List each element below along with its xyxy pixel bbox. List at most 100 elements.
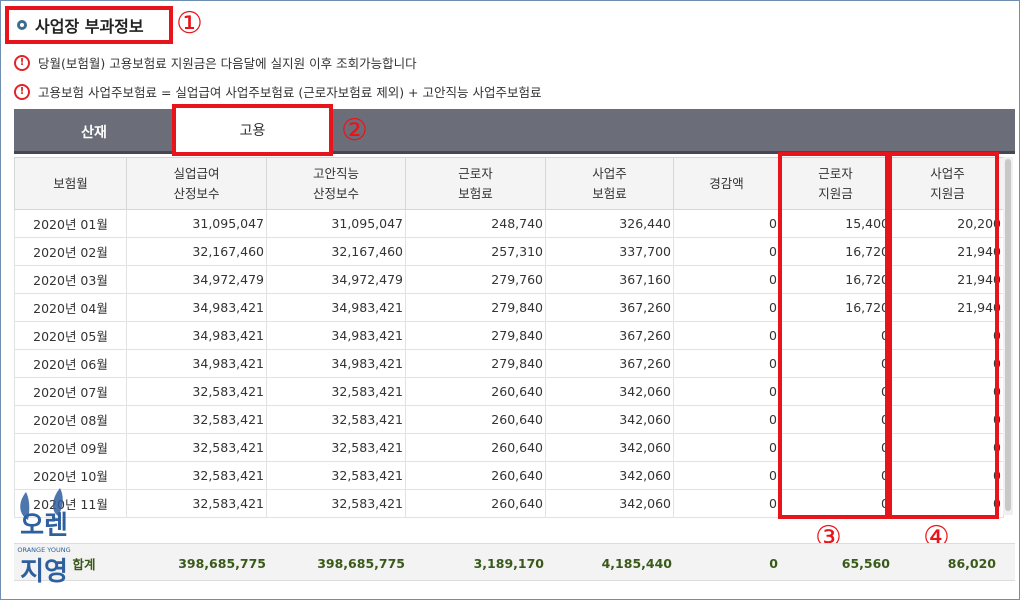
value-cell: 0 bbox=[891, 321, 1004, 350]
month-cell: 2020년 06월 bbox=[14, 349, 127, 378]
table-scrollbar[interactable] bbox=[1003, 157, 1013, 515]
value-cell: 32,167,460 bbox=[126, 237, 267, 266]
notice-2: ! 고용보험 사업주보험료 = 실업급여 사업주보험료 (근로자보험료 제외) … bbox=[14, 82, 541, 101]
month-cell: 2020년 03월 bbox=[14, 265, 127, 294]
value-cell: 32,167,460 bbox=[266, 237, 406, 266]
value-cell: 260,640 bbox=[405, 377, 546, 406]
month-cell: 2020년 11월 bbox=[14, 489, 127, 518]
scrollbar-thumb[interactable] bbox=[1005, 159, 1011, 511]
column-header: 사업주 지원금 bbox=[891, 157, 1004, 210]
value-cell: 32,583,421 bbox=[126, 377, 267, 406]
value-cell: 32,583,421 bbox=[126, 405, 267, 434]
value-cell: 21,940 bbox=[891, 293, 1004, 322]
table-row[interactable]: 2020년 04월 34,983,421 34,983,421 279,840 367,… bbox=[14, 293, 1004, 322]
value-cell: 34,983,421 bbox=[266, 293, 406, 322]
month-cell: 2020년 01월 bbox=[14, 209, 127, 238]
value-cell: 34,983,421 bbox=[266, 349, 406, 378]
value-cell: 342,060 bbox=[545, 433, 674, 462]
value-cell: 32,583,421 bbox=[266, 489, 406, 518]
value-cell: 32,583,421 bbox=[126, 461, 267, 490]
value-cell: 32,583,421 bbox=[266, 377, 406, 406]
month-cell: 2020년 10월 bbox=[14, 461, 127, 490]
table-row[interactable]: 2020년 10월 32,583,421 32,583,421 260,640 342,… bbox=[14, 461, 1004, 490]
value-cell: 0 bbox=[673, 405, 780, 434]
value-cell: 260,640 bbox=[405, 433, 546, 462]
bullet-icon bbox=[17, 20, 27, 30]
column-header: 근로자 보험료 bbox=[405, 157, 546, 210]
value-cell: 32,583,421 bbox=[126, 433, 267, 462]
value-cell: 16,720 bbox=[779, 293, 892, 322]
total-employee-subsidy: 65,560 bbox=[841, 555, 890, 571]
value-cell: 248,740 bbox=[405, 209, 546, 238]
value-cell: 367,160 bbox=[545, 265, 674, 294]
value-cell: 0 bbox=[673, 349, 780, 378]
highlight-employer-subsidy bbox=[888, 152, 999, 519]
column-header: 보험월 bbox=[14, 157, 127, 210]
value-cell: 0 bbox=[673, 433, 780, 462]
value-cell: 0 bbox=[891, 377, 1004, 406]
column-header: 경감액 bbox=[673, 157, 780, 210]
value-cell: 337,700 bbox=[545, 237, 674, 266]
total-unemployment-wage: 398,685,775 bbox=[178, 555, 266, 571]
value-cell: 0 bbox=[673, 237, 780, 266]
value-cell: 260,640 bbox=[405, 489, 546, 518]
value-cell: 20,200 bbox=[891, 209, 1004, 238]
month-cell: 2020년 09월 bbox=[14, 433, 127, 462]
notice-text: 고용보험 사업주보험료 = 실업급여 사업주보험료 (근로자보험료 제외) + … bbox=[38, 85, 542, 100]
table-row[interactable]: 2020년 11월 32,583,421 32,583,421 260,640 342,… bbox=[14, 489, 1004, 518]
value-cell: 367,260 bbox=[545, 349, 674, 378]
value-cell: 367,260 bbox=[545, 293, 674, 322]
notice-text: 당월(보험월) 고용보험료 지원금은 다음달에 실지원 이후 조회가능합니다 bbox=[38, 56, 417, 71]
value-cell: 367,260 bbox=[545, 321, 674, 350]
tab-employment[interactable]: 고용 bbox=[172, 104, 333, 156]
table-row[interactable]: 2020년 07월 32,583,421 32,583,421 260,640 342,… bbox=[14, 377, 1004, 406]
total-job-stability-wage: 398,685,775 bbox=[317, 555, 405, 571]
table-row[interactable]: 2020년 09월 32,583,421 32,583,421 260,640 342,… bbox=[14, 433, 1004, 462]
value-cell: 0 bbox=[673, 377, 780, 406]
value-cell: 34,972,479 bbox=[266, 265, 406, 294]
table-row[interactable]: 2020년 02월 32,167,460 32,167,460 257,310 337,… bbox=[14, 237, 1004, 266]
section-title-box: 사업장 부과정보 bbox=[5, 6, 173, 44]
value-cell: 0 bbox=[673, 209, 780, 238]
logo-text-middle: ORANGE YOUNG bbox=[17, 546, 70, 554]
warning-icon: ! bbox=[14, 54, 30, 71]
value-cell: 326,440 bbox=[545, 209, 674, 238]
value-cell: 34,983,421 bbox=[126, 321, 267, 350]
month-cell: 2020년 08월 bbox=[14, 405, 127, 434]
total-reduction: 0 bbox=[769, 555, 778, 571]
value-cell: 31,095,047 bbox=[266, 209, 406, 238]
table-row[interactable]: 2020년 06월 34,983,421 34,983,421 279,840 367,… bbox=[14, 349, 1004, 378]
value-cell: 257,310 bbox=[405, 237, 546, 266]
value-cell: 0 bbox=[673, 461, 780, 490]
month-cell: 2020년 02월 bbox=[14, 237, 127, 266]
table-row[interactable]: 2020년 05월 34,983,421 34,983,421 279,840 367,… bbox=[14, 321, 1004, 350]
tab-industrial-accident[interactable]: 산재 bbox=[81, 124, 107, 141]
value-cell: 0 bbox=[673, 489, 780, 518]
value-cell: 32,583,421 bbox=[266, 433, 406, 462]
value-cell: 34,983,421 bbox=[126, 349, 267, 378]
value-cell: 16,720 bbox=[779, 265, 892, 294]
month-cell: 2020년 04월 bbox=[14, 293, 127, 322]
value-cell: 279,840 bbox=[405, 349, 546, 378]
value-cell: 34,983,421 bbox=[266, 321, 406, 350]
value-cell: 342,060 bbox=[545, 489, 674, 518]
value-cell: 31,095,047 bbox=[126, 209, 267, 238]
total-employer-premium: 4,185,440 bbox=[601, 555, 672, 571]
value-cell: 34,983,421 bbox=[126, 293, 267, 322]
value-cell: 342,060 bbox=[545, 405, 674, 434]
tab-bar: 산재 고용 bbox=[14, 104, 1015, 156]
value-cell: 342,060 bbox=[545, 377, 674, 406]
month-cell: 2020년 05월 bbox=[14, 321, 127, 350]
value-cell: 260,640 bbox=[405, 405, 546, 434]
month-cell: 2020년 07월 bbox=[14, 377, 127, 406]
highlight-employee-subsidy bbox=[778, 152, 889, 519]
value-cell: 32,583,421 bbox=[266, 405, 406, 434]
value-cell: 0 bbox=[779, 377, 892, 406]
value-cell: 21,940 bbox=[891, 237, 1004, 266]
value-cell: 0 bbox=[673, 265, 780, 294]
column-header: 사업주 보험료 bbox=[545, 157, 674, 210]
premium-table: 보험월 실업급여 산정보수 고안직능 산정보수 근로자 보험료 사업주 보험료 경감액 근로자 지원금… bbox=[14, 157, 1004, 518]
table-row[interactable]: 2020년 08월 32,583,421 32,583,421 260,640 342,… bbox=[14, 405, 1004, 434]
logo-text-top: 오렌 bbox=[20, 511, 68, 541]
page-title: 사업장 부과정보 bbox=[35, 17, 144, 36]
